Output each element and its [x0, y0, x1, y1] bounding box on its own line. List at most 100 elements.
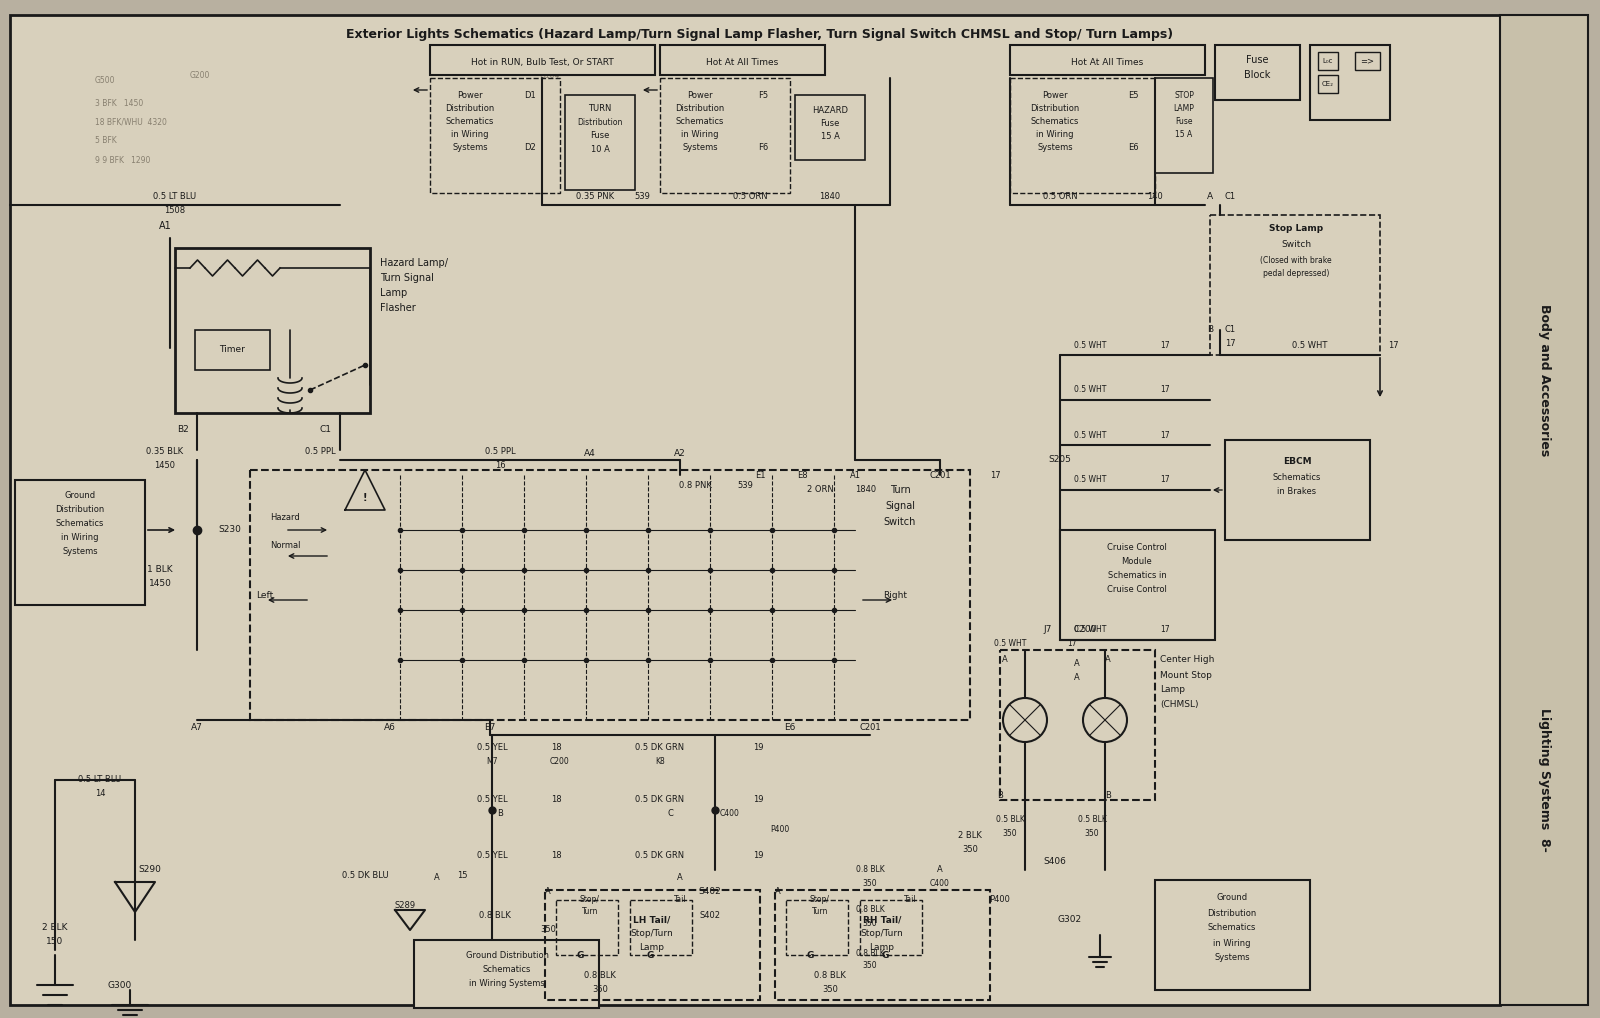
Text: 17: 17: [1160, 340, 1170, 349]
Text: E5: E5: [1128, 91, 1138, 100]
Text: Hot At All Times: Hot At All Times: [706, 57, 778, 66]
Text: B: B: [498, 808, 502, 817]
Text: 0.5 ORN: 0.5 ORN: [733, 191, 768, 201]
Text: Ground Distribution: Ground Distribution: [466, 952, 549, 961]
Text: 0.35 BLK: 0.35 BLK: [147, 448, 184, 456]
Text: Flasher: Flasher: [381, 303, 416, 313]
Text: (CHMSL): (CHMSL): [1160, 700, 1198, 710]
Text: 17: 17: [1224, 339, 1235, 348]
Text: 140: 140: [1147, 191, 1163, 201]
Text: B2: B2: [178, 426, 189, 435]
Text: A: A: [1074, 659, 1080, 668]
Text: A: A: [1074, 674, 1080, 682]
Text: Left: Left: [256, 590, 274, 600]
Text: Fuse: Fuse: [1176, 116, 1192, 125]
Text: E8: E8: [797, 470, 808, 479]
Text: in Wiring: in Wiring: [451, 129, 488, 138]
Text: HAZARD: HAZARD: [813, 106, 848, 114]
Text: 19: 19: [752, 850, 763, 859]
Text: S290: S290: [139, 865, 162, 874]
Text: C400: C400: [720, 808, 739, 817]
Text: A: A: [1002, 656, 1008, 665]
Bar: [774, 890, 990, 1000]
Bar: [557, 900, 618, 955]
Text: Power: Power: [686, 91, 714, 100]
Text: 0.5 YEL: 0.5 YEL: [477, 743, 507, 752]
Text: Distribution: Distribution: [578, 117, 622, 126]
Text: Schematics: Schematics: [1274, 473, 1322, 483]
Text: =>: =>: [1360, 57, 1374, 65]
Bar: [1318, 52, 1338, 70]
Text: 9 9 BFK   1290: 9 9 BFK 1290: [94, 156, 150, 165]
Text: A: A: [434, 872, 440, 882]
Text: 17: 17: [1160, 386, 1170, 395]
Text: A: A: [774, 888, 781, 897]
Text: 17: 17: [1160, 625, 1170, 634]
Text: !: !: [363, 493, 368, 503]
Text: F5: F5: [758, 91, 768, 100]
Text: C201: C201: [859, 723, 882, 732]
Bar: [861, 900, 922, 955]
Text: D1: D1: [525, 91, 536, 100]
Bar: [546, 890, 760, 1000]
Text: Normal: Normal: [270, 541, 301, 550]
Text: EBCM: EBCM: [1283, 457, 1312, 466]
Text: C1: C1: [1224, 326, 1235, 335]
Text: Hazard: Hazard: [270, 513, 299, 522]
Text: 15 A: 15 A: [821, 131, 840, 140]
Text: in Wiring: in Wiring: [61, 533, 99, 543]
Text: Schematics in: Schematics in: [1107, 571, 1166, 580]
Text: 14: 14: [94, 790, 106, 798]
Text: Systems: Systems: [453, 143, 488, 152]
Text: Hazard Lamp/: Hazard Lamp/: [381, 258, 448, 268]
Text: 0.5 DK GRN: 0.5 DK GRN: [635, 743, 685, 752]
Text: G200: G200: [190, 70, 210, 79]
Text: S289: S289: [395, 901, 416, 909]
Text: 0.8 BLK: 0.8 BLK: [856, 949, 885, 958]
Bar: [1155, 880, 1310, 989]
Text: Lighting Systems  8-: Lighting Systems 8-: [1538, 709, 1550, 852]
Text: 350: 350: [1085, 829, 1099, 838]
Text: G104: G104: [539, 70, 560, 79]
Text: K8: K8: [654, 756, 666, 766]
Text: Switch: Switch: [1282, 239, 1310, 248]
Text: A: A: [1206, 191, 1213, 201]
Text: Cruise Control: Cruise Control: [1107, 544, 1166, 553]
Text: 350: 350: [862, 961, 877, 970]
Text: 18: 18: [550, 795, 562, 804]
Text: Distribution: Distribution: [1208, 908, 1256, 917]
Bar: [250, 470, 970, 720]
Text: Schematics: Schematics: [675, 116, 725, 125]
Text: Stop/Turn: Stop/Turn: [630, 929, 674, 939]
Text: 0.5 DK GRN: 0.5 DK GRN: [635, 795, 685, 804]
Bar: [1226, 440, 1370, 540]
Text: E6: E6: [784, 723, 795, 732]
Text: 19: 19: [752, 795, 763, 804]
Text: 0.8 BLK: 0.8 BLK: [478, 911, 510, 920]
Text: Schematics: Schematics: [56, 519, 104, 528]
Bar: [1010, 45, 1205, 75]
Text: 0.5 BLK: 0.5 BLK: [995, 815, 1024, 825]
Text: Power: Power: [458, 91, 483, 100]
Text: 5 BFK: 5 BFK: [94, 135, 117, 145]
Text: P400: P400: [770, 826, 790, 835]
Text: C400: C400: [930, 879, 950, 888]
Text: Power: Power: [1042, 91, 1067, 100]
Text: 0.5 PPL: 0.5 PPL: [485, 448, 515, 456]
Text: L₀c: L₀c: [1323, 58, 1333, 64]
Text: 3 BFK   1450: 3 BFK 1450: [94, 99, 144, 108]
Text: STOP: STOP: [1174, 91, 1194, 100]
Text: Lamp: Lamp: [381, 288, 408, 298]
Text: Stop/: Stop/: [810, 896, 830, 905]
Bar: [14, 480, 146, 605]
Text: Block: Block: [1243, 70, 1270, 80]
Text: 17: 17: [990, 470, 1000, 479]
Bar: [565, 95, 635, 190]
Text: 1840: 1840: [856, 486, 877, 495]
Text: Tail: Tail: [904, 896, 917, 905]
Text: Hot in RUN, Bulb Test, Or START: Hot in RUN, Bulb Test, Or START: [470, 57, 613, 66]
Text: Turn: Turn: [811, 907, 829, 916]
Bar: [1310, 45, 1390, 120]
Text: 0.5 WHT: 0.5 WHT: [994, 638, 1026, 647]
Text: Fuse: Fuse: [590, 130, 610, 139]
